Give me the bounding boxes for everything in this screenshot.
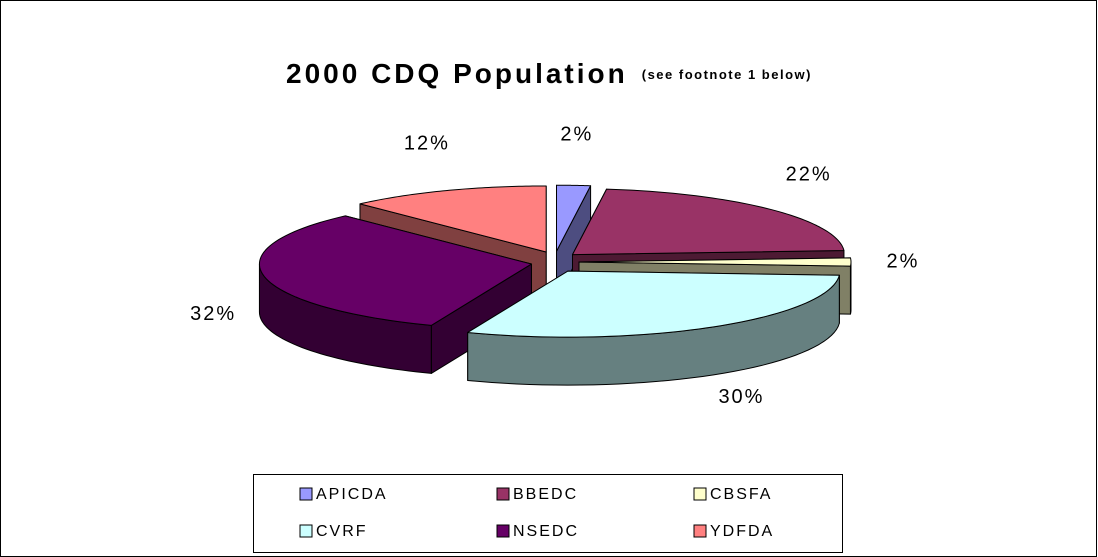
- slice-top: [258, 215, 532, 326]
- slice-top: [556, 184, 592, 252]
- subtitle: (see footnote 1 below): [642, 67, 812, 82]
- legend-swatch: [693, 487, 707, 501]
- chart-title: 2000 CDQ Population (see footnote 1 below…: [286, 58, 812, 89]
- legend-swatch: [496, 487, 510, 501]
- data-label: 2%: [887, 250, 920, 272]
- legend-swatch: [693, 524, 707, 538]
- legend-label: CBSFA: [710, 486, 772, 503]
- legend-label: CVRF: [316, 523, 368, 540]
- legend-swatch: [299, 487, 313, 501]
- slice-top: [571, 188, 845, 256]
- legend: APICDA BBEDC CBSFA CVRF NSEDC YDFDA: [299, 486, 774, 540]
- legend-label: BBEDC: [513, 486, 578, 503]
- slice-top: [467, 270, 840, 338]
- legend-box: [253, 474, 843, 553]
- legend-label: APICDA: [316, 486, 388, 503]
- data-label: 32%: [190, 303, 236, 325]
- data-label: 12%: [404, 132, 450, 154]
- legend-swatch: [299, 524, 313, 538]
- slice: [556, 184, 592, 300]
- legend-label: YDFDA: [710, 523, 774, 540]
- legend-label: NSEDC: [513, 523, 579, 540]
- slice: [467, 270, 840, 386]
- data-label: 30%: [718, 386, 764, 408]
- data-label: 22%: [786, 163, 832, 185]
- slice-wall: [849, 261, 852, 315]
- slice-top: [578, 257, 852, 267]
- legend-swatch: [496, 524, 510, 538]
- slice: [258, 215, 532, 374]
- slice-top: [359, 185, 547, 253]
- pie: 2% 22% 2% 30% 32% 12%: [190, 124, 920, 408]
- title: 2000 CDQ Population: [286, 58, 628, 89]
- data-label: 2%: [560, 124, 593, 146]
